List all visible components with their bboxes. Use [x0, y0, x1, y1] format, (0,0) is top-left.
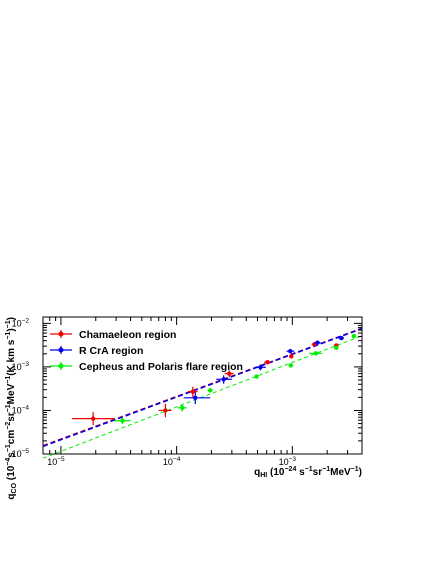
x-axis-label-sub: HI [260, 472, 267, 479]
point-marker [193, 395, 198, 401]
point-marker [334, 345, 339, 350]
point-marker [258, 365, 263, 370]
legend-marker-rcra [58, 347, 64, 353]
y-axis-label-sub: CO [11, 482, 18, 493]
x-axis-label-c: sr [313, 467, 323, 478]
y-axis-label-b: s [6, 452, 17, 458]
y-axis-label-f: (K km s [6, 339, 17, 376]
y-axis-label-e7: −1 [5, 320, 12, 328]
data-point [334, 345, 339, 350]
x-axis-label-e3: −1 [322, 466, 330, 473]
y-axis-label-e6: −1 [5, 332, 12, 340]
data-point [288, 363, 294, 368]
data-points [72, 333, 357, 426]
x-axis-label-a: (10 [267, 467, 285, 478]
y-axis-label-d: sr [6, 412, 17, 422]
data-point [187, 386, 198, 398]
data-point [255, 364, 266, 371]
data-point [289, 354, 294, 359]
x-tick-label: 10−3 [279, 456, 297, 467]
y-tick-labels: 10−5 10−4 10−3 10−2 [12, 317, 30, 459]
y-tick-label: 10−5 [12, 448, 30, 459]
data-point [286, 348, 295, 354]
y-axis-label-e3: −2 [5, 422, 12, 430]
x-tick-labels: 10−5 10−4 10−3 [47, 456, 296, 467]
point-marker [288, 363, 294, 368]
y-axis-label-e: MeV [6, 383, 17, 404]
data-point [254, 374, 259, 379]
point-marker [339, 335, 344, 341]
x-axis-label-e4: −1 [351, 466, 359, 473]
y-tick-label: 10−3 [12, 361, 30, 372]
point-marker [313, 351, 319, 356]
point-marker [207, 388, 213, 393]
data-point [216, 375, 232, 384]
data-point [224, 370, 234, 378]
data-point [264, 360, 271, 365]
y-axis-label-e4: −1 [5, 404, 12, 412]
legend: Chamaeleon region R CrA region Cepheus a… [50, 329, 243, 373]
x-axis-label-q: q [254, 467, 260, 478]
plot-area [42, 316, 363, 459]
point-marker [180, 405, 185, 411]
y-axis-label-g: ) [6, 328, 17, 331]
point-marker [289, 354, 294, 359]
y-axis-label-q: q [6, 493, 17, 499]
x-axis-label-f: ) [359, 467, 362, 478]
y-tick-label: 10−4 [12, 404, 30, 415]
fit-line [42, 327, 363, 448]
data-point [72, 412, 115, 426]
legend-marker-cepheus [58, 363, 64, 369]
y-tick-label: 10−2 [12, 317, 30, 328]
x-axis-label-d: MeV [330, 467, 351, 478]
x-axis-label: qHI (10−24 s−1sr−1MeV−1) [254, 466, 362, 479]
y-axis-label-e2: −1 [5, 444, 12, 452]
legend-marker-chamaeleon [58, 331, 64, 337]
point-marker [90, 416, 96, 421]
legend-entry-rcra: R CrA region [50, 345, 143, 357]
point-marker [190, 389, 196, 394]
point-marker [351, 333, 357, 339]
y-axis-label-e1: −4 [5, 458, 12, 466]
data-point [351, 333, 357, 339]
y-axis-label-h: ) [6, 317, 17, 320]
point-marker [227, 371, 232, 376]
data-point [114, 417, 131, 424]
legend-entry-chamaeleon: Chamaeleon region [50, 329, 176, 341]
x-axis-label-b: s [296, 467, 305, 478]
point-marker [163, 408, 168, 413]
data-point [158, 403, 172, 418]
data-point [207, 388, 213, 393]
y-axis-label: qCO (10−4s−1cm−2sr−1MeV−1(K km s−1)−1) [5, 317, 18, 500]
x-tick-label: 10−5 [47, 456, 65, 467]
fit-lines [42, 327, 363, 459]
point-marker [265, 360, 270, 365]
x-axis-label-e1: −24 [284, 466, 296, 473]
point-marker [221, 377, 226, 382]
data-point [177, 404, 187, 412]
y-axis-label-a: (10 [6, 465, 17, 483]
data-point [183, 392, 211, 405]
axis-ticks [42, 317, 363, 455]
fit-line [42, 335, 363, 459]
point-marker [315, 340, 320, 345]
point-marker [254, 374, 259, 379]
data-point [338, 335, 345, 341]
data-point [314, 340, 321, 345]
y-axis-label-e5: −1 [5, 376, 12, 384]
legend-label-cepheus: Cepheus and Polaris flare region [79, 361, 243, 373]
y-axis-label-c: cm [6, 430, 17, 445]
legend-entry-cepheus: Cepheus and Polaris flare region [50, 361, 243, 373]
plot-frame [42, 316, 363, 455]
point-marker [120, 418, 125, 423]
x-axis-label-e2: −1 [305, 466, 313, 473]
point-marker [288, 348, 293, 354]
data-point [309, 351, 322, 356]
legend-label-rcra: R CrA region [79, 345, 143, 357]
legend-label-chamaeleon: Chamaeleon region [79, 329, 176, 341]
x-tick-label: 10−4 [163, 456, 181, 467]
